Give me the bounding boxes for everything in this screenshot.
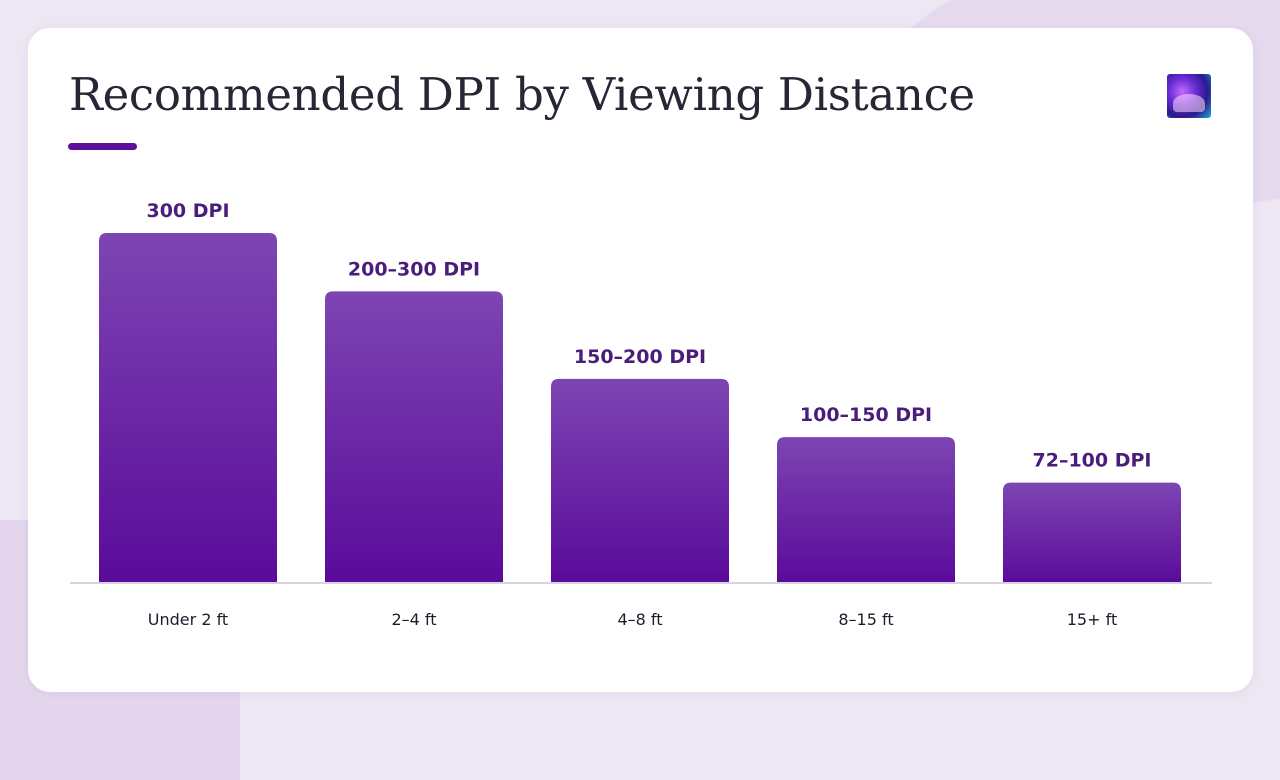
bar (325, 291, 503, 583)
x-tick-label: 8–15 ft (838, 610, 893, 629)
bar-base-strip (551, 572, 729, 583)
data-label: 200–300 DPI (348, 258, 480, 280)
bar-chart: 300 DPI Under 2 ft 200–300 DPI 2–4 ft 150–20… (70, 200, 1212, 629)
bar-base-strip (777, 575, 955, 583)
x-tick-label: 2–4 ft (391, 610, 436, 629)
bar-base-strip (325, 568, 503, 583)
data-label: 72–100 DPI (1033, 450, 1152, 472)
x-tick-label: 4–8 ft (617, 610, 662, 629)
bar-base-strip (99, 567, 277, 583)
data-label: 100–150 DPI (800, 404, 932, 426)
bar (99, 233, 277, 583)
x-tick-label: Under 2 ft (148, 610, 228, 629)
data-label: 300 DPI (146, 200, 229, 222)
slide-card: Recommended DPI by Viewing Distance 300 … (28, 28, 1253, 692)
bar (551, 378, 729, 583)
bar-base-strip (1003, 577, 1181, 583)
x-tick-label: 15+ ft (1067, 610, 1117, 629)
bar (1003, 482, 1181, 583)
data-label: 150–200 DPI (574, 346, 706, 368)
gallery-logo-icon (1167, 74, 1211, 118)
page-title: Recommended DPI by Viewing Distance (69, 68, 975, 121)
bar (777, 437, 955, 583)
title-underline (68, 143, 137, 150)
